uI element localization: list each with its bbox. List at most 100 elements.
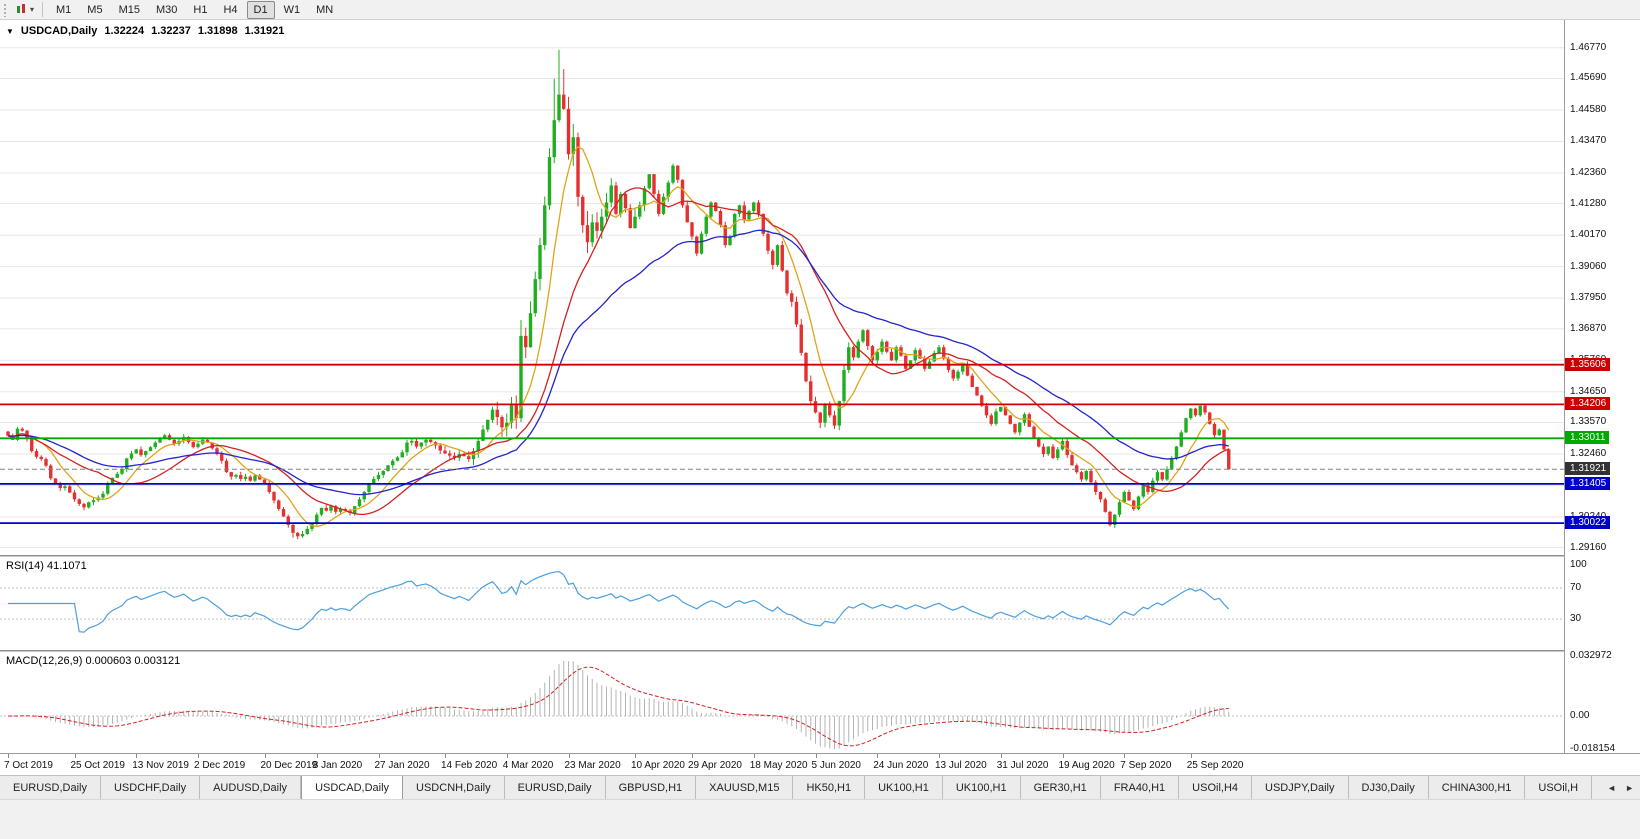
timeframe-button-m30[interactable]: M30 (155, 3, 178, 16)
chart-tab[interactable]: GBPUSD,H1 (605, 776, 697, 799)
timeframe-button-m15[interactable]: M15 (118, 3, 140, 16)
price-axis[interactable]: 1.46770 1.45690 1.44580 1.43470 1.42360 1.412… (1564, 20, 1640, 754)
timeframe-button-h4[interactable]: H4 (223, 3, 238, 16)
date-label: 23 Mar 2020 (564, 760, 621, 771)
price-tick-label: 1.40170 (1570, 229, 1607, 241)
chevron-down-icon: ▾ (30, 5, 35, 14)
candlestick-plot[interactable] (0, 20, 1564, 555)
panel-resize-handle[interactable] (0, 650, 1640, 652)
ohlc-low: 1.31898 (197, 25, 238, 37)
price-tick-label: 1.43470 (1570, 135, 1607, 147)
date-label: 31 Jul 2020 (996, 760, 1049, 771)
macd-scale-min-label: -0.018154 (1570, 743, 1616, 754)
timeframe-buttons: M1 M5 M15 M30 H1 H4 D1 W1 MN (48, 0, 341, 19)
time-axis-tick (692, 754, 693, 758)
rsi-indicator-plot[interactable] (0, 557, 1564, 650)
time-axis-tick (264, 754, 266, 758)
price-tick-label: 1.34650 (1570, 385, 1607, 397)
time-axis-tick (445, 754, 446, 758)
time-axis-tick (74, 754, 76, 758)
time-axis-tick (815, 754, 817, 758)
macd-scale-zero-label: 0.00 (1570, 709, 1590, 721)
level-price-label: 1.35606 (1565, 357, 1611, 371)
timeframe-button-mn[interactable]: MN (316, 3, 334, 16)
date-label: 14 Feb 2020 (441, 760, 498, 771)
macd-indicator-plot[interactable] (0, 652, 1564, 753)
time-axis-tick (1190, 754, 1192, 758)
time-axis-tick (378, 754, 380, 758)
date-label: 18 May 2020 (749, 760, 808, 771)
time-axis-tick (136, 754, 138, 758)
price-tick-label: 1.44580 (1570, 103, 1607, 115)
rsi-indicator-title: RSI(14) 41.1071 (6, 560, 87, 572)
chart-tab[interactable]: XAUUSD,M15 (696, 776, 794, 799)
chart-tab[interactable]: DJ30,Daily (1348, 776, 1429, 799)
price-tick-label: 1.37950 (1570, 292, 1607, 304)
timeframe-button-d1[interactable]: D1 (246, 0, 275, 19)
chart-tab[interactable]: EURUSD,Daily (504, 776, 606, 799)
date-label: 19 Aug 2020 (1058, 760, 1115, 771)
tab-scroll-right-icon[interactable]: ► (1625, 782, 1634, 793)
date-label: 5 Jun 2020 (811, 760, 862, 771)
one-click-trading-arrow-icon[interactable]: ▼ (6, 26, 14, 36)
toolbar-grip[interactable] (3, 2, 8, 17)
price-tick-label: 1.46770 (1570, 41, 1607, 53)
tab-scroll-left-icon[interactable]: ◄ (1607, 782, 1617, 793)
time-axis-tick (568, 754, 570, 758)
date-label: 7 Sep 2020 (1120, 760, 1172, 771)
date-label: 25 Sep 2020 (1186, 760, 1244, 771)
timeframe-toolbar: ▾ M1 M5 M15 M30 H1 H4 D1 W1 MN (0, 0, 1640, 20)
chart-tab[interactable]: USOil,H (1525, 776, 1593, 799)
time-axis-tick (877, 754, 879, 758)
chart-tab[interactable]: UK100,H1 (865, 776, 943, 799)
chart-tab[interactable]: USDJPY,Daily (1252, 776, 1349, 799)
date-label: 13 Nov 2019 (132, 760, 189, 771)
time-axis-tick (506, 754, 508, 758)
chart-tab[interactable]: EURUSD,Daily (0, 776, 101, 799)
chart-tab[interactable]: AUDUSD,Daily (200, 776, 302, 799)
time-axis-tick (1062, 754, 1064, 758)
level-price-label: 1.30022 (1565, 516, 1611, 530)
time-axis-tick (939, 754, 940, 758)
panel-resize-handle[interactable] (0, 555, 1640, 557)
chart-type-button[interactable]: ▾ (12, 1, 37, 19)
chart-title: ▼ USDCAD,Daily 1.32224 1.32237 1.31898 1… (6, 25, 284, 37)
chart-tab[interactable]: USDCNH,Daily (403, 776, 505, 799)
chart-tabs: EURUSD,Daily USDCHF,Daily AUDUSD,Daily USDC… (0, 776, 1614, 799)
time-axis-tick (198, 754, 199, 758)
time-axis-tick (316, 754, 318, 758)
date-label: 24 Jun 2020 (873, 760, 929, 771)
chart-tab[interactable]: USDCHF,Daily (100, 776, 201, 799)
time-axis-tick (753, 754, 755, 758)
rsi-level-label: 70 (1570, 582, 1582, 593)
time-axis[interactable]: 7 Oct 2019 25 Oct 2019 13 Nov 2019 2 Dec 20… (0, 753, 1640, 775)
timeframe-button-m5[interactable]: M5 (87, 3, 103, 16)
chart-tab[interactable]: GER30,H1 (1020, 776, 1101, 799)
chart-tab-bar: EURUSD,Daily USDCHF,Daily AUDUSD,Daily USDC… (0, 775, 1640, 799)
time-axis-tick (8, 754, 9, 758)
chart-tab-active[interactable]: USDCAD,Daily (301, 776, 404, 799)
chart-tab[interactable]: FRA40,H1 (1100, 776, 1180, 799)
chart-tab[interactable]: USOil,H4 (1179, 776, 1253, 799)
timeframe-button-h1[interactable]: H1 (193, 3, 208, 16)
rsi-level-label: 30 (1570, 613, 1582, 624)
price-tick-label: 1.42360 (1570, 166, 1607, 178)
timeframe-button-m1[interactable]: M1 (56, 3, 72, 16)
chart-symbol-label: USDCAD,Daily (20, 25, 98, 37)
date-label: 29 Apr 2020 (688, 760, 742, 771)
price-tick-label: 1.45690 (1570, 72, 1607, 84)
date-label: 8 Jan 2020 (312, 760, 363, 771)
rsi-level-label: 100 (1570, 558, 1587, 570)
date-label: 10 Apr 2020 (631, 760, 685, 771)
time-axis-tick (635, 754, 636, 758)
time-axis-tick (1000, 754, 1002, 758)
macd-scale-max-label: 0.032972 (1570, 650, 1612, 661)
level-price-label: 1.31405 (1565, 476, 1611, 490)
chart-tab[interactable]: HK50,H1 (793, 776, 866, 799)
chart-tab[interactable]: UK100,H1 (942, 776, 1021, 799)
timeframe-button-w1[interactable]: W1 (283, 3, 301, 16)
time-axis-tick (1124, 754, 1126, 758)
level-price-label: 1.33011 (1565, 431, 1610, 445)
chart-tab[interactable]: CHINA300,H1 (1428, 776, 1526, 799)
